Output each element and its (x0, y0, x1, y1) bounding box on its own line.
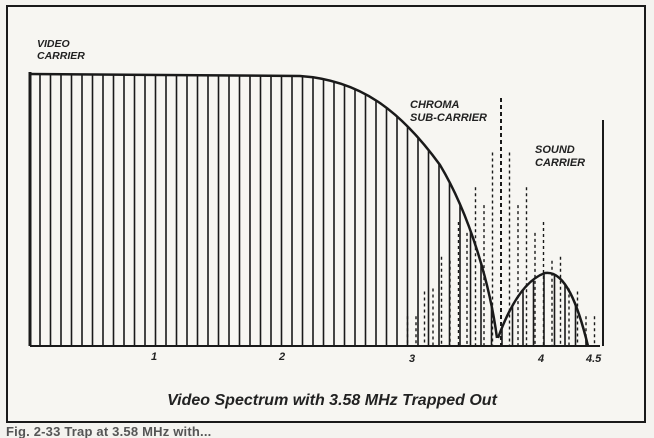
video-spectrum-diagram: VIDEO CARRIER CHROMA SUB-CARRIER SOUND C… (28, 38, 604, 409)
video-sidebands (39, 74, 587, 346)
chroma-sub-carrier-label: CHROMA SUB-CARRIER (410, 99, 487, 124)
sound-envelope (496, 271, 590, 347)
tick-label-4: 4 (537, 353, 544, 365)
video-carrier-label: VIDEO CARRIER (37, 38, 85, 62)
tick-label-2: 2 (278, 351, 285, 363)
video-envelope (29, 72, 499, 339)
figure-caption: Fig. 2-33 Trap at 3.58 MHz with... (6, 424, 212, 438)
tick-label-4-5: 4.5 (585, 353, 602, 365)
tick-label-3: 3 (409, 353, 415, 365)
chroma-sidebands (406, 152, 596, 346)
sound-carrier-label: SOUND CARRIER (535, 144, 585, 169)
tick-label-1: 1 (151, 351, 157, 363)
diagram-title: Video Spectrum with 3.58 MHz Trapped Out (167, 392, 498, 409)
